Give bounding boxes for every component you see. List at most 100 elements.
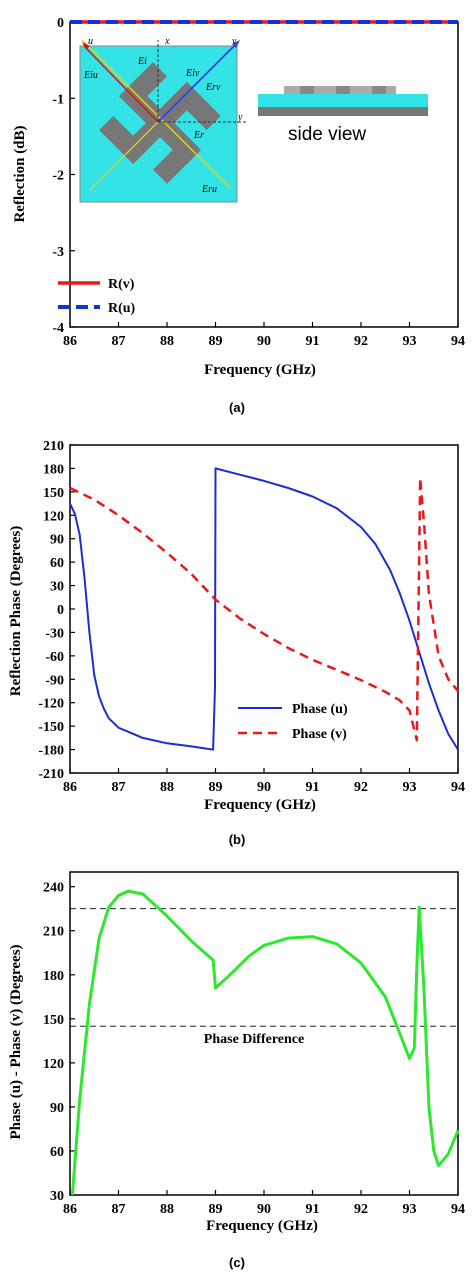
x-tick-label: 93 (403, 1202, 417, 1217)
y-tick-label: 180 (43, 462, 64, 477)
x-tick-label: 87 (112, 780, 126, 795)
y-axis-title-b: Reflection Phase (Degrees) (8, 526, 24, 697)
y-tick-label: 60 (50, 556, 64, 571)
x-tick-label: 92 (354, 780, 368, 795)
series-line-phase-difference (70, 889, 460, 1196)
x-tick-label: 94 (451, 334, 465, 349)
x-tick-label: 94 (451, 1202, 465, 1217)
v-axis-arrow (157, 41, 239, 123)
y-tick-label: -120 (38, 697, 64, 712)
reference-lines-c (70, 908, 458, 1027)
x-tick-label: 93 (403, 334, 417, 349)
y-tick-label: -1 (52, 92, 64, 107)
y-tick-label: -3 (52, 245, 64, 260)
y-tick-label: 150 (43, 486, 64, 501)
y-tick-label: 120 (43, 1057, 64, 1072)
y-tick-label: 240 (43, 881, 64, 896)
x-tick-label: 86 (63, 1202, 77, 1217)
series-b (69, 467, 459, 751)
x-tick-label: 90 (257, 780, 271, 795)
inset-label-eiv: Eiv (185, 68, 200, 79)
x-tick-label: 91 (306, 1202, 320, 1217)
x-tick-label: 91 (306, 780, 320, 795)
x-axis-title-b: Frequency (GHz) (204, 797, 316, 813)
phase-difference-chart: 86 87 88 89 90 91 92 93 94240210180150120906030 … (8, 871, 465, 1270)
inset-label-eiu: Eiu (83, 70, 98, 81)
legend-b: Phase (u) Phase (v) (238, 702, 348, 742)
x-tick-label: 86 (63, 780, 77, 795)
series-c (70, 889, 460, 1196)
series-line-phase-v (69, 476, 459, 742)
y-tick-label: -180 (38, 744, 64, 759)
series-line-phase-u (69, 467, 459, 751)
x-tick-label: 87 (112, 1202, 126, 1217)
y-tick-label: 120 (43, 509, 64, 524)
inset-label-v: v (232, 36, 237, 47)
y-tick-label: 210 (43, 925, 64, 940)
inset-label-eru: Eru (201, 184, 217, 195)
y-tick-label: 30 (50, 1189, 64, 1204)
legend-label-phase-u: Phase (u) (292, 702, 348, 717)
y-tick-label: 210 (43, 439, 64, 454)
y-tick-label: 60 (50, 1145, 64, 1160)
axis-ticks-a: 86 87 88 89 90 91 92 93 94 0 -1 -2 -3 -4 (52, 16, 465, 349)
x-tick-label: 88 (160, 1202, 174, 1217)
inset-label-y: y (237, 112, 243, 123)
y-tick-label: -150 (38, 720, 64, 735)
y-tick-label: -4 (52, 321, 64, 336)
legend-label-ru: R(u) (108, 301, 136, 316)
phase-difference-annotation: Phase Difference (204, 1032, 304, 1047)
inset-label-ei: Ei (137, 56, 147, 67)
u-axis-arrow (83, 45, 159, 123)
axis-ticks-b: 86 87 88 89 90 91 92 93 94 210 180 150 120 90 60 30 0 -30… (38, 439, 465, 795)
reflection-phase-chart: 86 87 88 89 90 91 92 93 94 210 180 150 120 90 60 30 0 -30… (8, 439, 465, 847)
x-tick-label: 90 (257, 334, 271, 349)
x-tick-label: 93 (403, 780, 417, 795)
panel-label-c: (c) (229, 1255, 245, 1270)
legend-label-rv: R(v) (108, 277, 135, 292)
x-tick-label: 87 (112, 334, 126, 349)
x-tick-label: 88 (160, 780, 174, 795)
legend-label-phase-v: Phase (v) (292, 727, 347, 742)
panel-label-b: (b) (229, 832, 246, 847)
x-tick-label: 89 (209, 1202, 223, 1217)
reflection-magnitude-chart: u x v y Eiu Ei Eiv Erv Er Eru side view … (12, 16, 465, 415)
unit-cell-inset: u x v y Eiu Ei Eiv Erv Er Eru side view (79, 36, 428, 203)
y-tick-label: -30 (45, 626, 64, 641)
y-tick-label: -210 (38, 767, 64, 782)
y-tick-label: 0 (57, 603, 64, 618)
x-tick-label: 89 (209, 780, 223, 795)
y-tick-label: 90 (50, 1101, 64, 1116)
y-tick-label: 150 (43, 1013, 64, 1028)
y-tick-label: -90 (45, 673, 64, 688)
x-tick-label: 90 (257, 1202, 271, 1217)
y-tick-label: 0 (57, 16, 64, 31)
inset-label-u: u (88, 36, 93, 47)
x-tick-label: 86 (63, 334, 77, 349)
side-view-diagram (258, 86, 428, 116)
panel-label-a: (a) (229, 400, 245, 415)
axis-ticks-c: 86 87 88 89 90 91 92 93 94 240 210 180 150 120 90 60 30 (43, 881, 465, 1217)
y-tick-label: 90 (50, 533, 64, 548)
x-tick-label: 88 (160, 334, 174, 349)
inset-label-er: Er (193, 130, 204, 141)
legend-a: R(v) R(u) (58, 277, 136, 316)
y-tick-label: -60 (45, 650, 64, 665)
y-axis-title-c: Phase (u) - Phase (v) (Degrees) (8, 944, 24, 1139)
plot-frame-b (69, 444, 459, 774)
x-tick-label: 89 (209, 334, 223, 349)
y-tick-label: -2 (52, 169, 64, 184)
y-tick-label: 30 (50, 580, 64, 595)
x-tick-label: 94 (451, 780, 465, 795)
inset-label-x: x (164, 36, 170, 47)
inset-label-erv: Erv (205, 82, 221, 93)
x-axis-title-c: Frequency (GHz) (206, 1218, 318, 1234)
x-tick-label: 92 (354, 1202, 368, 1217)
y-axis-title-a: Reflection (dB) (12, 125, 28, 222)
x-tick-label: 91 (306, 334, 320, 349)
x-axis-title-a: Frequency (GHz) (204, 362, 316, 378)
side-view-label: side view (288, 124, 366, 145)
y-tick-label: 180 (43, 969, 64, 984)
x-tick-label: 92 (354, 334, 368, 349)
